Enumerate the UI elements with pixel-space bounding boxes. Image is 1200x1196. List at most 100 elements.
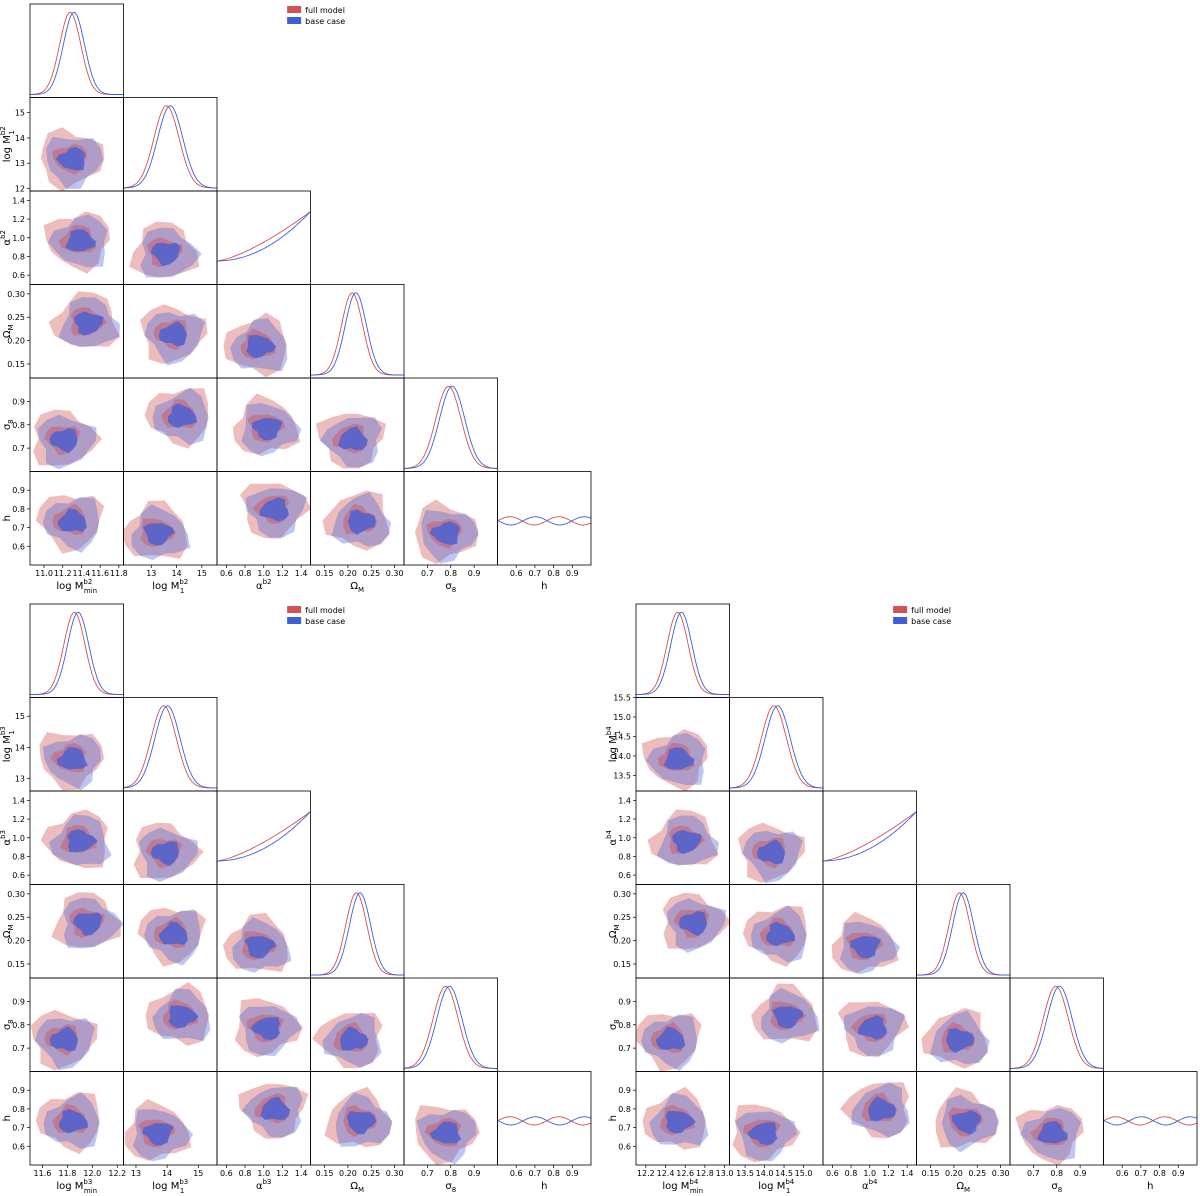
- diag-panel-OmegaM: [310, 884, 405, 979]
- y-tick-label: 13: [15, 775, 25, 784]
- y-tick-label: 0.15: [7, 360, 25, 369]
- x-tick-label: 0.7: [1027, 1169, 1040, 1178]
- y-tick-label: 0.15: [7, 960, 25, 969]
- panel-alpha-vs-OmegaM: [216, 284, 311, 379]
- panel-frame: [310, 284, 405, 379]
- base-case-contour-inner: [150, 242, 181, 266]
- diag-panel-alpha: [216, 790, 311, 885]
- panel-alpha-vs-sigma8: [216, 377, 311, 472]
- full-model-marginal-curve: [30, 11, 124, 95]
- legend-swatch: [287, 6, 302, 13]
- y-tick-label: 0.30: [613, 890, 631, 899]
- x-tick-label: 1.2: [276, 1169, 289, 1178]
- y-tick-label: 1.4: [618, 796, 631, 805]
- panel-logMmin-vs-h: 12.2 12.4 12.6 12.8 13.0 log Mb4 min 0.6 0.7 0.8 0…: [608, 1071, 734, 1195]
- x-tick-label: 11.6: [91, 569, 109, 578]
- panel-OmegaM-vs-h: 0.15 0.20 0.25 0.30 ΩM: [310, 471, 405, 594]
- base-case-marginal-curve: [497, 1116, 591, 1126]
- panel-logMmin-vs-logM1: 13 14 15 log Mb31: [0, 697, 124, 792]
- base-case-contour-inner: [158, 321, 187, 347]
- x-tick-label: 1.4: [901, 1169, 914, 1178]
- y-tick-label: 14: [15, 743, 25, 752]
- y-axis-label: αb2: [0, 230, 13, 246]
- x-tick-label: 13.0: [716, 1169, 734, 1178]
- x-tick-label: 14.5: [775, 1169, 793, 1178]
- base-case-contour-inner: [158, 921, 188, 945]
- full-model-marginal-curve: [497, 1116, 591, 1126]
- y-tick-label: 0.7: [12, 1124, 25, 1133]
- x-tick-label: 0.7: [1135, 1169, 1148, 1178]
- y-axis-label: log Mb21: [0, 126, 16, 162]
- panel-logM1-vs-alpha: [729, 790, 824, 885]
- y-tick-label: 0.8: [618, 1105, 631, 1114]
- x-axis-label: log Mb2 1: [152, 578, 188, 595]
- panel-logMmin-vs-OmegaM: 0.15 0.20 0.25 0.30 ΩM: [2, 884, 124, 979]
- base-case-contour-inner: [67, 829, 98, 853]
- x-tick-label: 11.0: [35, 569, 53, 578]
- y-tick-label: 0.6: [12, 271, 25, 280]
- base-case-contour-inner: [772, 1006, 804, 1029]
- panel-frame: [29, 603, 124, 698]
- full-model-marginal-curve: [123, 705, 217, 789]
- y-tick-label: 0.6: [12, 1142, 25, 1151]
- y-tick-label: 1.2: [618, 815, 631, 824]
- y-tick-label: 14.5: [613, 732, 631, 741]
- base-case-marginal-curve: [916, 892, 1010, 976]
- x-tick-label: 0.8: [1050, 1169, 1063, 1178]
- panel-logMmin-vs-OmegaM: 0.15 0.20 0.25 0.30 ΩM: [608, 884, 730, 979]
- y-tick-label: 1.0: [618, 834, 631, 843]
- y-axis-label: σ8: [608, 1019, 621, 1030]
- y-tick-label: 0.9: [618, 1086, 631, 1095]
- y-tick-label: 0.6: [12, 542, 25, 551]
- x-axis-label: log Mb2 min: [56, 578, 97, 595]
- x-tick-label: 0.20: [339, 1169, 357, 1178]
- y-axis-label: αb4: [605, 829, 619, 845]
- diag-panel-logMmin: [29, 603, 124, 698]
- base-case-contour-inner: [143, 523, 175, 546]
- x-tick-label: 0.6: [826, 1169, 839, 1178]
- x-tick-label: 0.9: [1074, 1169, 1087, 1178]
- full-model-marginal-curve: [823, 811, 917, 862]
- y-tick-label: 0.25: [613, 913, 631, 922]
- y-tick-label: 0.20: [7, 937, 25, 946]
- legend: full model base case: [287, 606, 345, 626]
- full-model-marginal-curve: [217, 211, 311, 262]
- legend-label: base case: [305, 617, 345, 626]
- x-tick-label: 0.8: [1153, 1169, 1166, 1178]
- diag-panel-sigma8: [403, 977, 498, 1072]
- y-tick-label: 0.30: [7, 290, 25, 299]
- base-case-contour-inner: [56, 747, 88, 770]
- panel-alpha-vs-OmegaM: [822, 884, 917, 979]
- x-tick-label: 1.2: [882, 1169, 895, 1178]
- base-case-marginal-curve: [1103, 1116, 1197, 1126]
- y-tick-label: 15.0: [613, 713, 631, 722]
- base-case-marginal-curve: [729, 705, 823, 789]
- y-tick-label: 0.6: [618, 1142, 631, 1151]
- panel-frame: [216, 790, 311, 885]
- panel-sigma8-vs-h: 0.7 0.8 0.9 σ8: [403, 1071, 498, 1194]
- x-tick-label: 0.30: [992, 1169, 1010, 1178]
- y-tick-label: 13.5: [613, 771, 631, 780]
- x-axis-label: h: [1147, 1181, 1153, 1192]
- base-case-contour-inner: [167, 403, 198, 428]
- base-case-contour-inner: [747, 1122, 778, 1146]
- base-case-contour-inner: [142, 1123, 174, 1146]
- base-case-contour-inner: [168, 1005, 199, 1029]
- base-case-contour-inner: [49, 428, 78, 454]
- x-tick-label: 0.8: [547, 569, 560, 578]
- panel-alpha-vs-OmegaM: [216, 884, 311, 979]
- panel-logM1-vs-h: 13 14 15 log Mb2 1: [123, 471, 218, 595]
- base-case-contour-inner: [74, 311, 104, 336]
- base-case-marginal-curve: [310, 892, 404, 976]
- legend-swatch: [893, 617, 908, 624]
- x-tick-label: 0.8: [547, 1169, 560, 1178]
- base-case-contour-inner: [150, 841, 179, 867]
- base-case-marginal-curve: [823, 811, 917, 862]
- y-tick-label: 0.25: [7, 313, 25, 322]
- y-tick-label: 0.7: [12, 1044, 25, 1053]
- base-case-contour-inner: [946, 1027, 975, 1054]
- diag-panel-h: 0.6 0.7 0.8 0.9 h: [497, 1071, 592, 1192]
- x-tick-label: 12.0: [83, 1169, 101, 1178]
- legend-swatch: [287, 617, 302, 624]
- panel-frame: [403, 377, 498, 472]
